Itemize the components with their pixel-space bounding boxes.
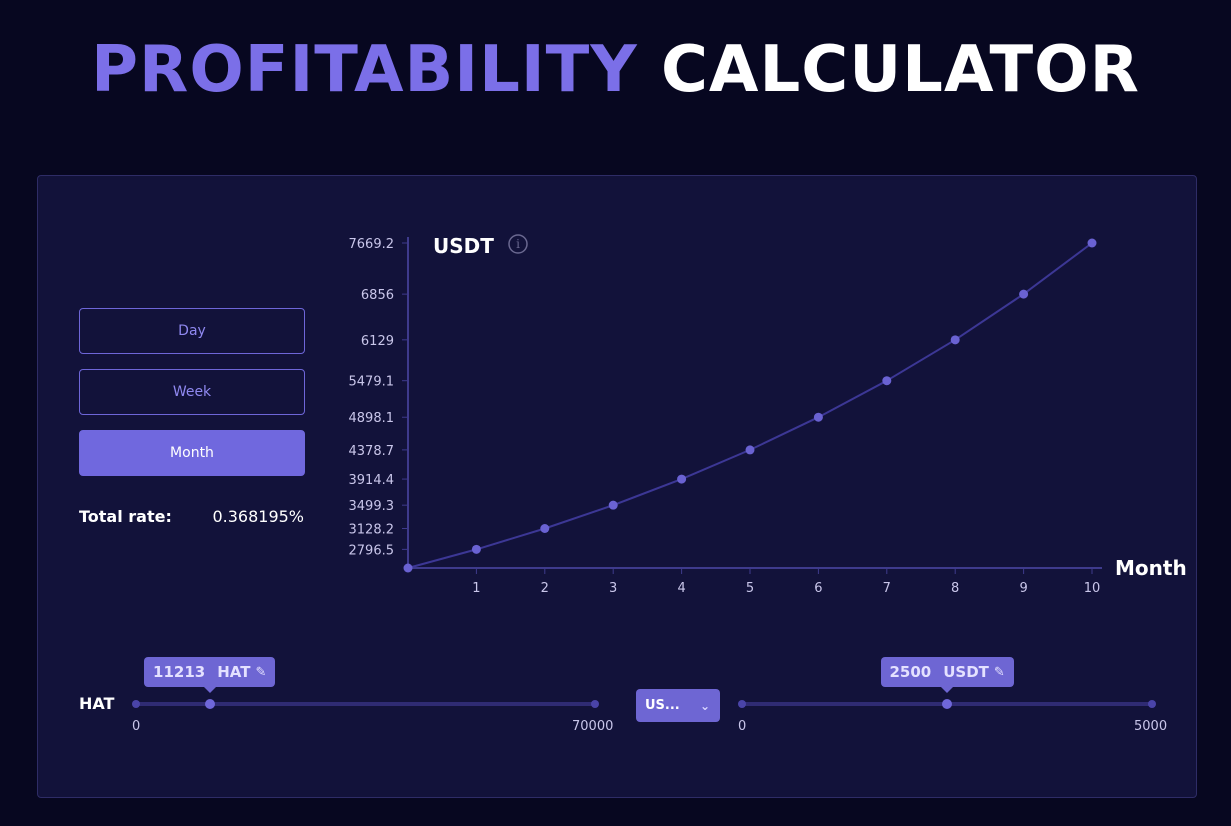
hat-slider-thumb[interactable] [204,699,215,709]
usdt-value-bubble[interactable]: 2500 USDT ✎ [880,657,1014,693]
usdt-slider-max: 5000 [1134,719,1168,734]
data-point[interactable] [608,500,618,510]
svg-text:i: i [516,237,520,251]
x-tick-labels: 1 2 3 4 5 6 7 8 9 10 [472,568,1100,596]
y-tick-label: 6129 [361,334,394,349]
hat-slider-min-dot [132,700,140,708]
usdt-unit: USDT [943,663,989,681]
y-tick-label: 3914.4 [349,473,395,488]
hat-slider-max-dot [591,700,599,708]
x-tick-label: 4 [677,581,685,596]
usdt-slider-max-dot [1148,700,1156,708]
usdt-slider-thumb[interactable] [942,699,952,709]
x-tick-label: 8 [951,581,959,596]
pencil-icon[interactable]: ✎ [255,664,267,680]
period-month-button[interactable]: Month [79,430,305,476]
data-point[interactable] [1087,238,1097,248]
data-point[interactable] [813,412,823,422]
hat-slider-label: HAT [79,694,115,713]
data-point[interactable] [540,524,550,534]
hat-value-bubble[interactable]: 11213 HAT ✎ [144,657,276,693]
hat-slider-track[interactable] [136,702,595,706]
data-point[interactable] [403,563,413,573]
total-rate-value: 0.368195% [212,507,304,526]
x-tick-label: 2 [541,581,549,596]
hat-slider-min: 0 [132,719,141,734]
y-tick-label: 3499.3 [349,499,395,514]
data-point[interactable] [950,335,960,345]
period-day-button[interactable]: Day [79,308,305,354]
page-title: PROFITABILITY CALCULATOR [0,30,1231,110]
y-tick-label: 6856 [361,288,394,303]
x-tick-label: 10 [1084,581,1101,596]
series-line [407,242,1093,569]
x-tick-label: 9 [1019,581,1027,596]
y-tick-label: 3128.2 [349,523,395,538]
total-rate-label: Total rate: [79,507,172,526]
calculator-panel [37,175,1197,798]
y-tick-label: 4898.1 [349,411,395,426]
data-point[interactable] [471,544,481,554]
currency-select-value: US... [645,698,680,713]
x-tick-label: 5 [746,581,754,596]
data-point[interactable] [677,474,687,484]
data-point[interactable] [1019,289,1029,299]
series-points [403,238,1097,573]
usdt-value: 2500 [889,663,932,681]
y-tick-label: 5479.1 [349,375,395,390]
x-tick-label: 3 [609,581,617,596]
x-tick-label: 1 [472,581,480,596]
hat-unit: HAT [217,663,251,681]
x-tick-label: 7 [883,581,891,596]
period-week-button[interactable]: Week [79,369,305,415]
info-icon[interactable]: i [508,234,528,254]
y-tick-label: 4378.7 [349,444,395,459]
y-tick-label: 7669.2 [349,237,395,252]
usdt-slider-min-dot [738,700,746,708]
data-point[interactable] [745,445,755,455]
profit-chart: 2796.53128.23499.33914.44378.74898.15479… [349,234,1187,596]
x-tick-label: 6 [814,581,822,596]
y-tick-label: 2796.5 [349,543,395,558]
y-axis-title: USDT [433,234,494,258]
hat-slider-max: 70000 [572,719,614,734]
data-point[interactable] [882,376,892,386]
pencil-icon[interactable]: ✎ [993,664,1005,680]
y-tick-labels: 2796.5 3128.2 3499.3 3914.4 4378.7 4898.1 5479… [349,237,408,558]
title-part-profitability: PROFITABILITY [91,33,638,107]
hat-value: 11213 [153,663,206,681]
chevron-down-icon: ⌄ [699,698,710,713]
x-axis-title: Month [1115,556,1187,580]
usdt-slider-min: 0 [738,719,747,734]
title-part-calculator: CALCULATOR [660,33,1140,107]
currency-select[interactable]: US... ⌄ [636,689,720,722]
